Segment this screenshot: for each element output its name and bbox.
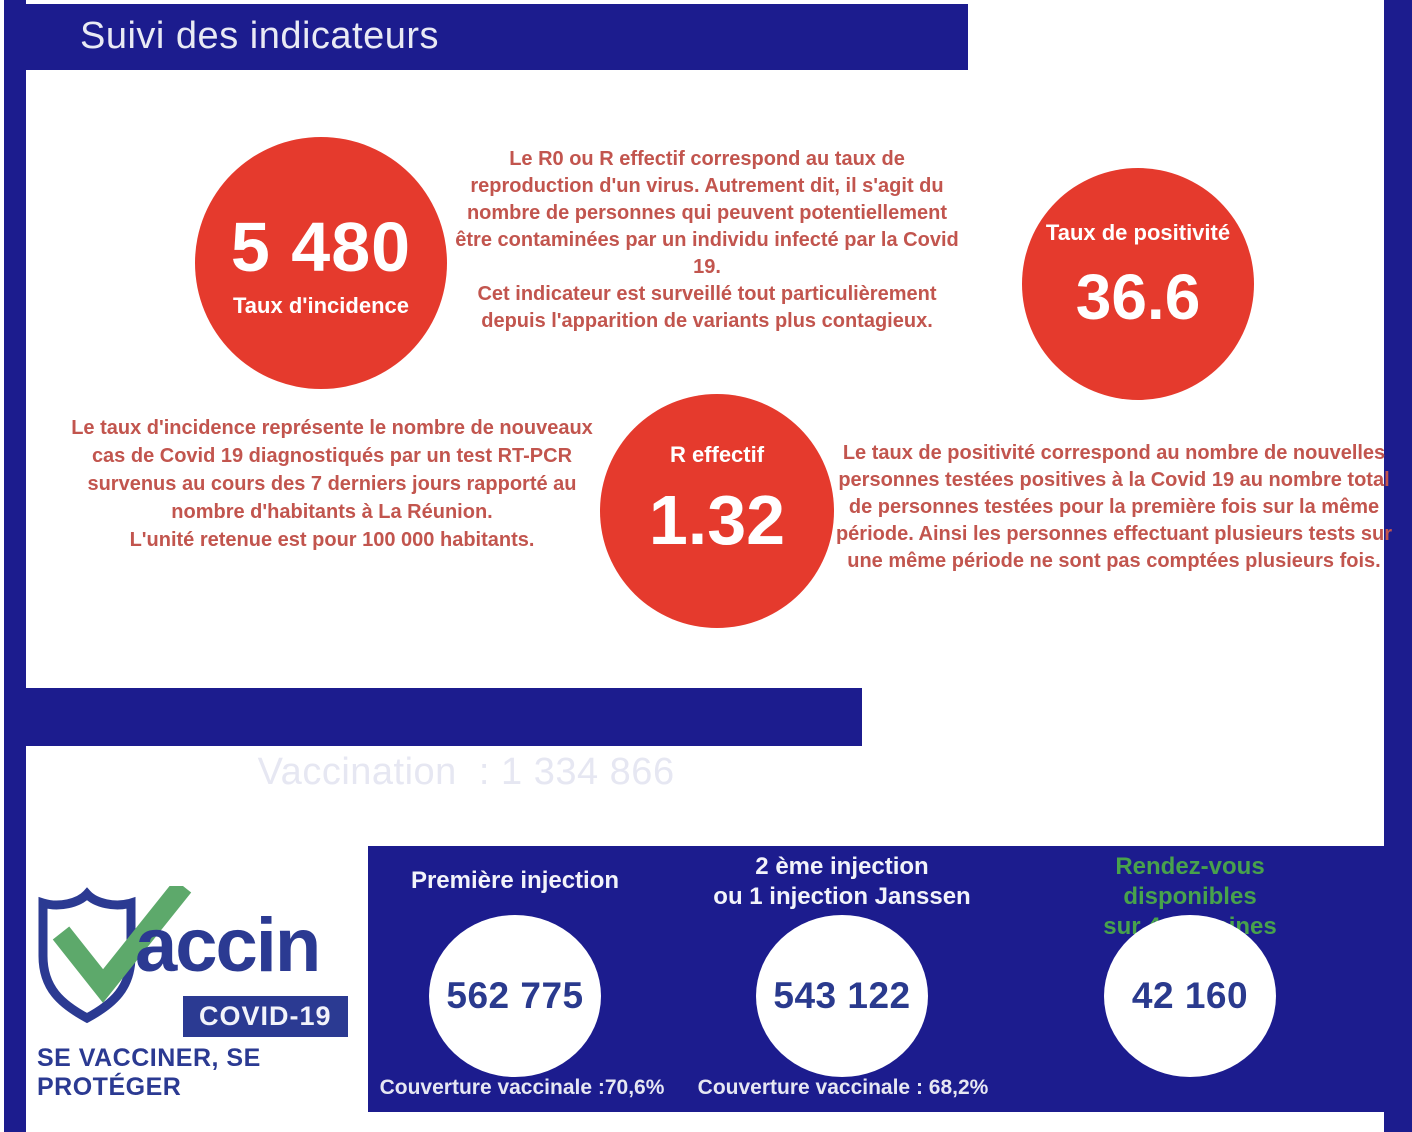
incidence-value: 5 480 [230,208,412,286]
first-injection-coverage: Couverture vaccinale :70,6% [379,1076,665,1099]
covid19-badge: COVID-19 [183,996,348,1037]
second-injection-value: 543 122 [773,975,911,1016]
r-effectif-description: Le R0 ou R effectif correspond au taux d… [455,148,959,332]
incidence-circle: 5 480 Taux d'incidence [195,137,447,389]
r-effectif-label: R effectif [669,442,765,467]
first-injection-circle: 562 775 [429,915,601,1077]
positivity-description: Le taux de positivité correspond au nomb… [835,442,1393,572]
logo-tagline: SE VACCINER, SE PROTÉGER [37,1044,261,1101]
r-effectif-circle: R effectif 1.32 [600,394,834,628]
left-border-strip [4,0,26,1132]
r-effectif-value: 1.32 [648,481,786,559]
header-banner: Suivi des indicateurs [26,4,968,70]
page-title: Suivi des indicateurs [80,15,440,57]
positivity-value: 36.6 [1075,261,1201,333]
first-injection-value: 562 775 [446,975,584,1016]
positivity-circle: Taux de positivité 36.6 [1022,168,1254,400]
second-injection-circle: 543 122 [756,915,928,1077]
second-injection-title: 2 ème injection ou 1 injection Janssen [713,853,971,910]
appointments-value: 42 160 [1131,975,1249,1016]
second-injection-coverage: Couverture vaccinale : 68,2% [697,1076,989,1099]
appointments-circle: 42 160 [1104,915,1276,1077]
vaccination-total: Vaccination : 1 334 866 [257,751,675,793]
vaccination-banner: Vaccination : 1 334 866 [26,688,862,793]
shield-check-icon [38,879,192,1024]
incidence-description: Le taux d'incidence représente le nombre… [71,417,593,551]
first-injection-title: Première injection [410,867,620,894]
vaccination-panel: Première injection 2 ème injection ou 1 … [368,846,1412,1112]
logo-wordmark: accin [135,903,321,988]
positivity-label: Taux de positivité [1045,220,1231,245]
vaccine-covid19-logo: accin COVID-19 SE VACCINER, SE PROTÉGER [35,879,355,1101]
incidence-label: Taux d'incidence [233,293,409,318]
